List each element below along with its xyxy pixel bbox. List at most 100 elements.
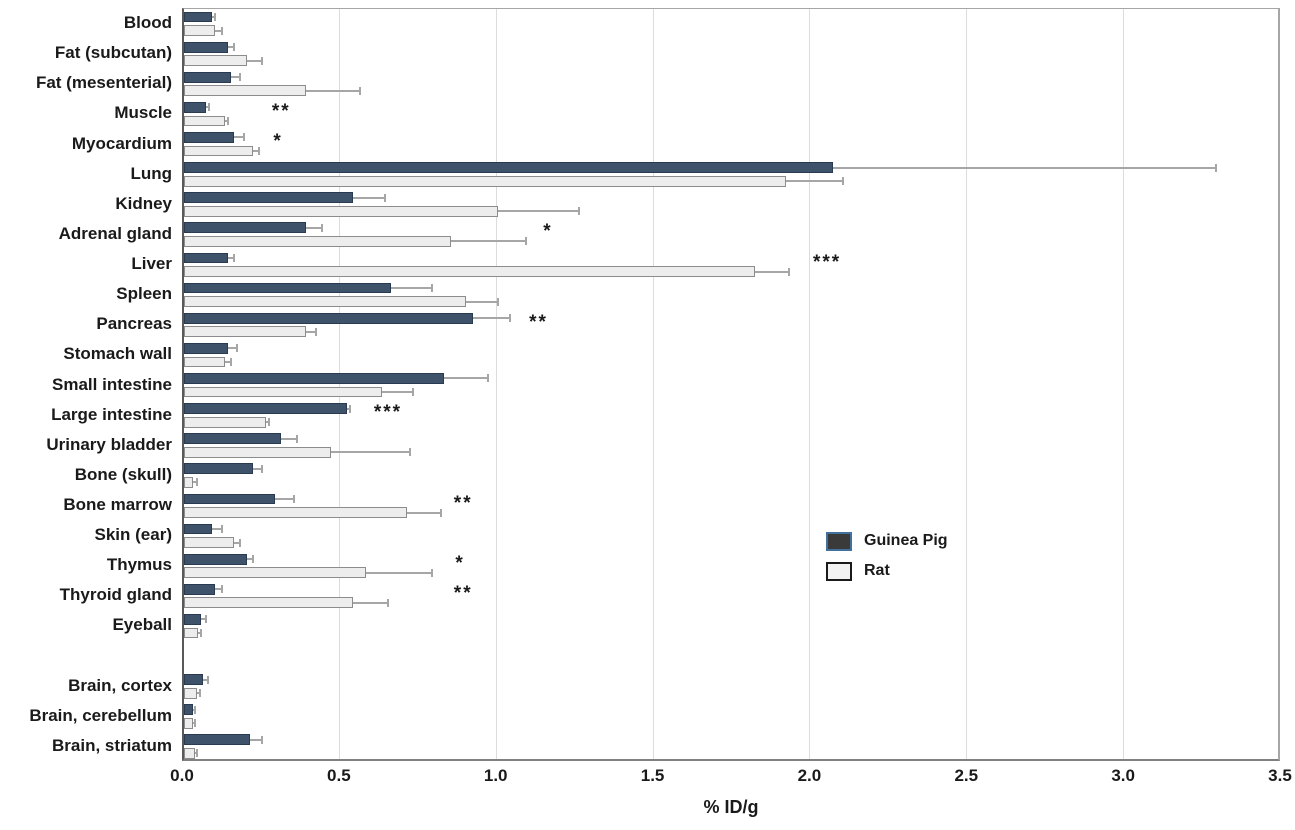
error-bar-cap — [226, 116, 229, 125]
error-bar — [205, 106, 210, 109]
bar-guinea-pig — [184, 162, 834, 173]
legend-item-guinea-pig: Guinea Pig — [826, 526, 948, 556]
error-bar-cap — [386, 598, 389, 607]
error-bar — [246, 558, 253, 561]
significance-marker: * — [543, 221, 553, 243]
gridline — [338, 9, 340, 759]
gridline — [1123, 9, 1125, 759]
error-bar — [466, 300, 498, 303]
significance-marker: ** — [529, 311, 548, 333]
category-label: Brain, cortex — [68, 675, 172, 695]
bar-rat — [184, 687, 197, 699]
bar-rat — [184, 446, 332, 458]
category-label: Fat (subcutan) — [54, 43, 172, 63]
bar-rat — [184, 236, 451, 247]
category-label: Brain, striatum — [52, 735, 172, 755]
bar-rat — [184, 356, 225, 368]
error-bar-cap — [267, 418, 270, 427]
bar-guinea-pig — [184, 493, 275, 505]
error-bar — [754, 270, 790, 273]
legend-label-guinea-pig: Guinea Pig — [864, 532, 948, 549]
error-bar-cap — [220, 26, 223, 35]
error-bar — [391, 287, 432, 290]
legend-label-rat: Rat — [864, 562, 890, 579]
error-bar — [202, 678, 208, 681]
error-bar-cap — [430, 568, 433, 577]
error-bar-cap — [233, 253, 236, 262]
error-bar — [265, 421, 269, 424]
bar-rat — [184, 537, 235, 549]
error-bar-cap — [524, 237, 527, 246]
error-bar-cap — [195, 478, 198, 487]
error-bar — [234, 541, 241, 544]
error-bar — [215, 588, 222, 591]
bar-guinea-pig — [184, 132, 235, 143]
bar-guinea-pig — [184, 252, 228, 264]
error-bar-cap — [261, 464, 264, 473]
category-label: Brain, cerebellum — [29, 705, 172, 725]
bar-rat — [184, 205, 498, 217]
bar-guinea-pig — [184, 523, 213, 535]
error-bar-cap — [193, 705, 196, 714]
bar-guinea-pig — [184, 403, 348, 414]
error-bar — [306, 89, 360, 92]
error-bar — [246, 59, 263, 62]
x-tick-label: 0.0 — [170, 766, 194, 785]
category-label: Spleen — [116, 284, 172, 304]
category-label: Small intestine — [52, 374, 172, 394]
category-label: Adrenal gland — [58, 223, 172, 243]
error-bar — [196, 692, 200, 695]
error-bar — [381, 391, 413, 394]
error-bar-cap — [578, 207, 581, 216]
error-bar — [227, 347, 238, 350]
bar-guinea-pig — [184, 734, 250, 746]
category-label: Urinary bladder — [46, 434, 172, 454]
bar-rat — [184, 416, 266, 428]
bar-rat — [184, 477, 194, 488]
error-bar-cap — [788, 267, 791, 276]
significance-marker: ** — [453, 582, 473, 604]
error-bar-cap — [321, 223, 324, 232]
error-bar-cap — [252, 555, 255, 564]
legend-item-rat: Rat — [826, 556, 948, 586]
bar-guinea-pig — [184, 11, 213, 23]
x-tick-label: 3.0 — [1111, 766, 1135, 785]
bar-guinea-pig — [184, 553, 247, 565]
x-tick-label: 1.0 — [483, 766, 508, 785]
error-bar-cap — [193, 719, 196, 728]
error-bar-cap — [198, 689, 201, 698]
plot-area: ** * * *** ** *** ** * ** — [182, 8, 1280, 761]
error-bar — [365, 571, 432, 574]
error-bar-cap — [1215, 163, 1218, 172]
category-label: Bone marrow — [63, 494, 172, 514]
category-label: Thymus — [106, 555, 172, 575]
error-bar-cap — [383, 193, 386, 202]
bar-rat — [184, 25, 216, 36]
chart-legend: Guinea Pig Rat — [826, 526, 948, 586]
error-bar-cap — [239, 538, 242, 547]
gridline — [495, 9, 497, 759]
category-label: Blood — [123, 13, 172, 33]
gridline — [809, 9, 811, 759]
gridline — [652, 9, 654, 759]
error-bar-cap — [220, 525, 223, 534]
error-bar — [212, 528, 222, 531]
error-bar-cap — [440, 508, 443, 517]
category-label: Thyroid gland — [59, 585, 172, 605]
error-bar — [234, 136, 244, 139]
guinea-pig-swatch-icon — [826, 531, 852, 551]
bar-rat — [184, 386, 382, 398]
bar-guinea-pig — [184, 704, 194, 716]
error-bar-cap — [258, 147, 261, 156]
error-bar-cap — [220, 585, 223, 594]
error-bar-cap — [487, 374, 490, 383]
error-bar — [833, 166, 1217, 169]
error-bar — [215, 29, 222, 32]
error-bar-cap — [295, 434, 298, 443]
error-bar — [444, 377, 489, 380]
category-axis-labels: Blood Fat (subcutan) Fat (mesenterial) Musc… — [0, 8, 172, 761]
x-tick-label: 2.5 — [954, 766, 979, 785]
category-label: Large intestine — [51, 404, 172, 424]
significance-marker: ** — [453, 492, 473, 514]
